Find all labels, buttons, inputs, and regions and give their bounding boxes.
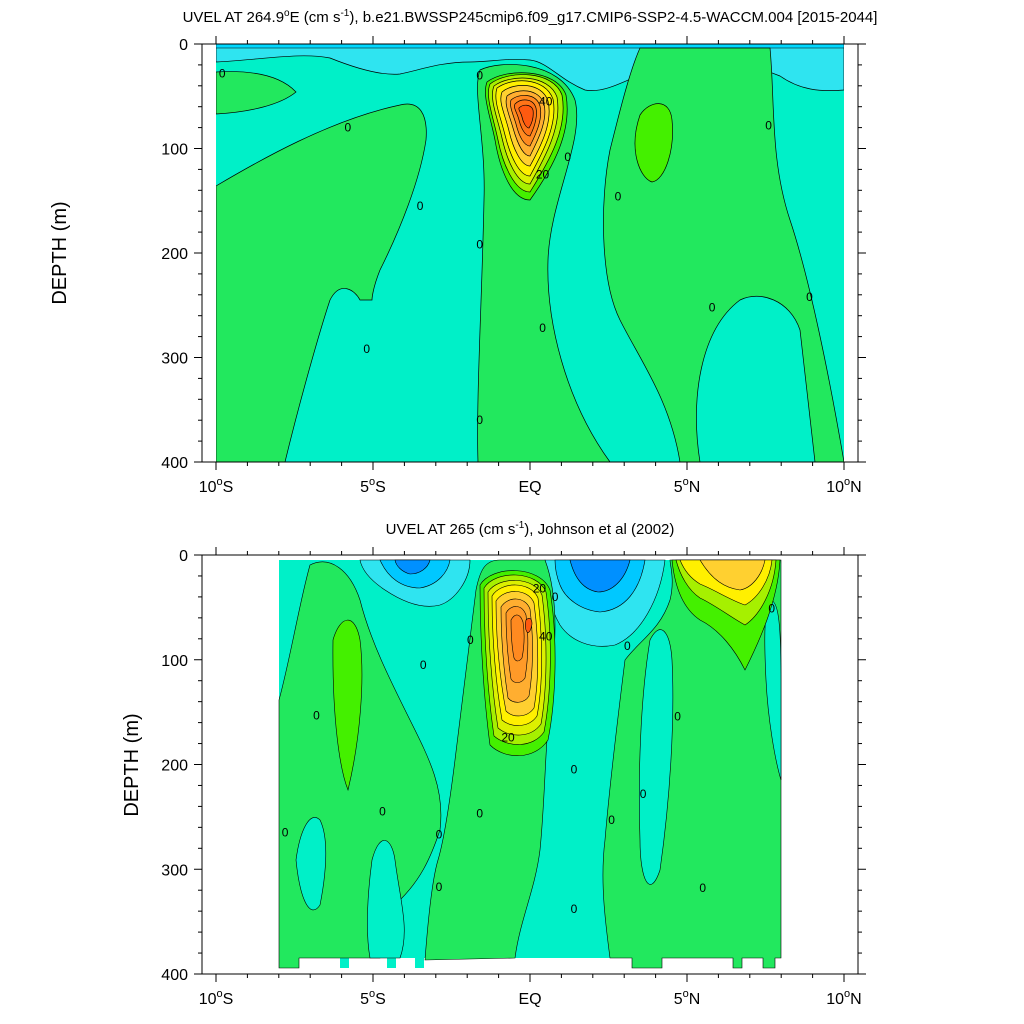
- contour-label: 0: [539, 321, 546, 335]
- contour-label: 0: [219, 66, 226, 80]
- contour-label: 0: [571, 763, 578, 777]
- contour-label: 0: [552, 590, 559, 604]
- y-tick-label: 400: [161, 455, 188, 472]
- contour-label: 0: [476, 807, 483, 821]
- x-tick-label: 5oS: [360, 476, 386, 496]
- contour-label: 0: [476, 68, 483, 82]
- contour-band-jet-obs-40: [510, 614, 525, 662]
- contour-band-east-bright: [634, 103, 673, 183]
- x-tick-label: 10oN: [826, 476, 861, 496]
- contour-label: 0: [436, 828, 443, 842]
- contour-label: 0: [417, 199, 424, 213]
- contour-label: 0: [571, 902, 578, 916]
- x-tick-label: EQ: [518, 991, 541, 1008]
- x-tick-label: 5oN: [674, 476, 701, 496]
- contour-band-surface-blue: [216, 44, 844, 49]
- chart-title-model: UVEL AT 264.9oE (cm s-1), b.e21.BWSSP245…: [183, 8, 878, 26]
- y-axis-title-observed: DEPTH (m): [121, 713, 143, 816]
- x-tick-label: 10oN: [826, 988, 861, 1008]
- contour-label: 0: [379, 805, 386, 819]
- contour-band-northwest-green: [216, 71, 297, 115]
- contour-label: 0: [640, 787, 647, 801]
- contour-band-surface-blue-west: [394, 559, 431, 575]
- x-tick-label: 10oS: [199, 476, 234, 496]
- contour-label: 0: [709, 300, 716, 314]
- y-tick-label: 200: [161, 246, 188, 263]
- contour-band-east-surface-gold: [699, 559, 766, 591]
- contour-band-surface-sky-west: [379, 559, 451, 589]
- contour-label: 0: [768, 601, 775, 615]
- contour-band-jet-obs-45: [525, 618, 533, 633]
- chart-title-observed: UVEL AT 265 (cm s-1), Johnson et al (200…: [386, 520, 675, 538]
- contour-label: 0: [476, 238, 483, 252]
- y-tick-label: 100: [161, 653, 188, 670]
- contour-label: 0: [806, 290, 813, 304]
- contour-label: 0: [420, 658, 427, 672]
- x-tick-label: 5oN: [674, 988, 701, 1008]
- x-tick-label: EQ: [518, 479, 541, 496]
- contour-label: 20: [536, 168, 550, 182]
- contour-field-model: [216, 44, 844, 462]
- contour-band-east-green-gap: [696, 296, 816, 462]
- contour-label: 0: [765, 119, 772, 133]
- contour-label: 0: [313, 708, 320, 722]
- contour-label: 20: [501, 730, 515, 744]
- x-tick-label: 5oS: [360, 988, 386, 1008]
- contour-labels-model: 0 0 0 0 0 0 0 0 0 0 0 0 0 40 20: [219, 66, 813, 427]
- contour-field-observed: [216, 555, 844, 974]
- contour-band-west-gap-observed: [295, 817, 327, 911]
- contour-labels-observed: 0 0 0 0 0 0 0 0 0 0 0 0 0 0 0 0 0 20 40 20: [282, 582, 776, 917]
- contour-label: 0: [608, 813, 615, 827]
- panel-model: UVEL AT 264.9oE (cm s-1), b.e21.BWSSP245…: [49, 8, 877, 496]
- y-tick-label: 0: [179, 548, 188, 565]
- contour-label: 0: [345, 121, 352, 135]
- contour-label: 0: [615, 190, 622, 204]
- contour-band-east-gap2-observed: [764, 599, 782, 781]
- y-axis-title-model: DEPTH (m): [49, 201, 71, 304]
- contour-label: 0: [476, 413, 483, 427]
- contour-label: 0: [699, 881, 706, 895]
- contour-band-east-gap-observed: [639, 629, 674, 885]
- contour-label: 0: [467, 633, 474, 647]
- x-tick-label: 10oS: [199, 988, 234, 1008]
- contour-label: 0: [363, 342, 370, 356]
- contour-label: 0: [564, 150, 571, 164]
- y-tick-label: 0: [179, 37, 188, 54]
- contour-band-jet-45: [518, 104, 534, 129]
- contour-label: 0: [624, 639, 631, 653]
- contour-band-surface-blue-east: [569, 559, 631, 593]
- contour-label: 40: [539, 94, 553, 108]
- contour-band-west-bright-observed: [332, 619, 363, 791]
- y-tick-label: 100: [161, 142, 188, 159]
- contour-label: 0: [674, 709, 681, 723]
- y-tick-label: 400: [161, 967, 188, 984]
- contour-label: 40: [539, 630, 553, 644]
- contour-label: 0: [436, 880, 443, 894]
- y-tick-label: 300: [161, 862, 188, 879]
- panel-observed: UVEL AT 265 (cm s-1), Johnson et al (200…: [121, 520, 866, 1008]
- contour-band-west-gap2-observed: [367, 840, 405, 959]
- contour-label: 0: [282, 826, 289, 840]
- contour-label: 20: [533, 582, 547, 596]
- contour-band-west-green: [216, 103, 427, 462]
- y-tick-label: 300: [161, 351, 188, 368]
- y-tick-label: 200: [161, 758, 188, 775]
